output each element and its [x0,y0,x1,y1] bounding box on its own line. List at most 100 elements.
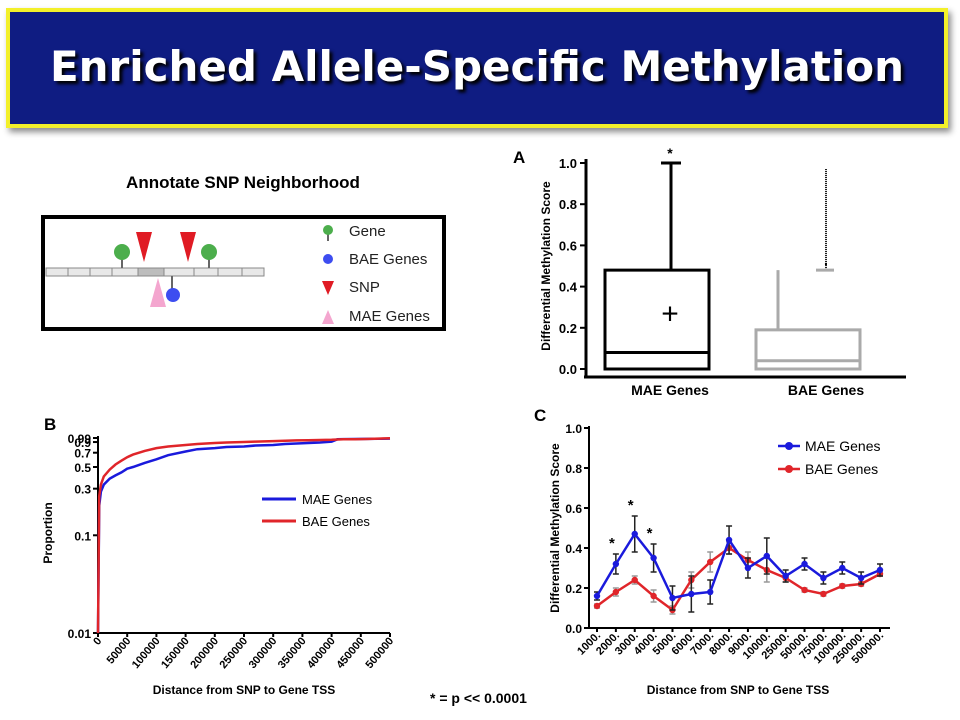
y-tick-label: 0.99 [68,432,92,446]
significance-marker: . [824,252,828,268]
data-point [650,554,657,562]
y-tick-label: 0.8 [559,197,577,212]
x-tick-label: 150000 [159,635,192,671]
box-plot-a: 0.0 0.2 0.4 0.6 0.8 1.0 Differential Methylati… [539,145,906,398]
legend-label: BAE Genes [302,514,370,529]
title-banner: Enriched Allele-Specific Methylation [6,8,948,128]
x-tick-label: 250000 [218,635,251,671]
y-tick-label: 0.1 [74,529,91,543]
legend-label: BAE Genes [349,251,427,268]
series-line-mae [595,531,881,600]
chromosome-segment [217,267,243,277]
y-axis-label: Differential Methylation Score [539,181,553,351]
legend-mae-icon [322,310,334,324]
data-point [650,592,657,600]
snp-icon [136,232,152,262]
y-axis-label: Differential Methylation Score [548,443,562,613]
x-axis-label: Distance from SNP to Gene TSS [647,683,830,697]
data-point [839,564,846,572]
x-tick-label: 100000 [130,635,163,671]
series-line-bae [96,436,391,634]
schematic-heading: Annotate SNP Neighborhood [126,173,360,192]
gene-icon [114,244,130,260]
data-point [593,602,601,610]
data-point [801,586,808,594]
data-point [669,594,676,602]
y-tick-label: 0.8 [565,462,582,476]
data-point [820,574,827,582]
legend-gene-icon [323,225,333,235]
data-point [707,588,714,596]
y-tick-label: 0.01 [68,627,92,641]
chromosome-segment [241,267,265,277]
x-tick-label: 500000 [364,635,397,671]
legend-marker [785,442,793,450]
data-point [744,564,752,572]
data-point [612,560,620,568]
x-tick-label: 450000 [334,635,367,671]
legend-label: MAE Genes [349,308,430,325]
category-label: MAE Genes [631,382,709,398]
y-tick-label: 0.9 [74,436,91,450]
x-tick-label: 0 [91,635,104,647]
significance-marker: * [628,497,634,514]
legend-snp-icon [322,281,334,295]
data-point [782,572,789,580]
legend-label: SNP [349,279,380,296]
gene-icon [201,244,217,260]
y-tick-label: 0.3 [74,483,91,497]
line-plot-c: 0.00.20.40.60.81.01000.2000.3000.4000.50… [548,422,890,697]
data-point [688,590,695,598]
legend-label: MAE Genes [302,492,373,507]
chromosome-segment [111,267,139,277]
x-tick-label: 400000 [305,635,338,671]
y-tick-label: 0.5 [74,461,91,475]
legend-marker [785,465,793,473]
legend-label: Gene [349,223,386,240]
data-point [839,582,846,590]
snp-icon [180,232,196,262]
series-line-bae [596,546,881,612]
box [603,268,711,371]
x-tick-label: 350000 [276,635,309,671]
data-point [820,590,827,598]
y-axis-label: Proportion [41,502,55,563]
cdf-plot-b: 0.01 0.1 0.3 0.50.70.90.99 0 5000010000015000… [41,432,396,697]
significance-footnote: * = p << 0.0001 [430,690,527,706]
data-point [801,560,808,568]
x-tick-label: 300000 [247,635,280,671]
data-point [876,566,884,574]
significance-marker: * [667,145,673,161]
category-label: BAE Genes [788,382,864,398]
mean-marker: + [661,297,679,330]
y-tick-label: 1.0 [559,156,577,171]
data-point [857,574,865,582]
y-tick-label: 1.0 [565,422,582,436]
chromosome-segment [89,267,113,277]
x-axis-label: Distance from SNP to Gene TSS [153,683,336,697]
y-tick-label: 0.0 [559,362,577,377]
y-tick-label: 0.0 [565,622,582,636]
chromosome-segment [67,267,91,277]
panel-label-a: A [513,148,525,167]
data-point [631,576,638,584]
legend-label: MAE Genes [805,438,880,454]
data-point [612,588,620,596]
x-tick-label: 50000 [105,635,134,666]
chromosome-segment [193,267,219,277]
legend-bae-icon [323,254,333,264]
mae-gene-icon [150,278,166,307]
data-point [725,536,733,544]
data-point [631,530,638,538]
chromosome-segment [45,267,69,277]
y-tick-label: 0.6 [559,238,577,253]
series-line-mae [96,437,391,634]
chromosome-segment [137,267,165,277]
chromosome-segment [163,267,195,277]
significance-marker: * [609,535,615,552]
y-tick-label: 0.2 [559,321,577,336]
slide-title: Enriched Allele-Specific Methylation [49,42,905,91]
data-point [763,552,770,560]
bae-gene-icon [166,288,180,302]
